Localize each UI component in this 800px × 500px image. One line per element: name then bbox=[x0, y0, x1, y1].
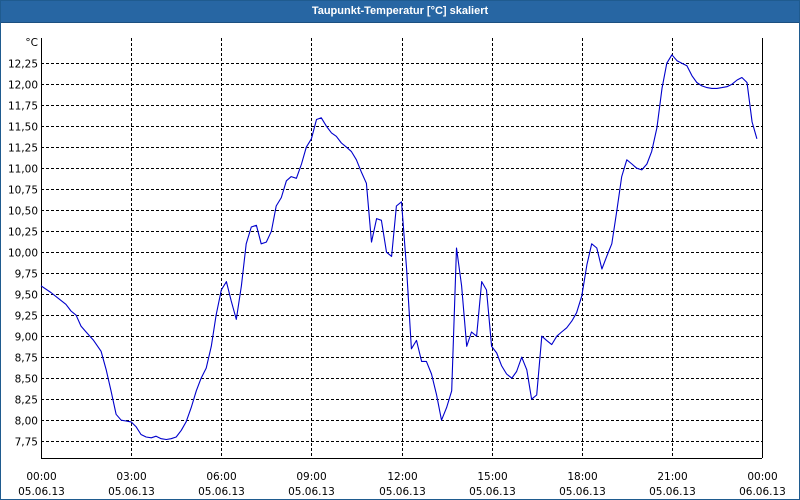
y-tick-label: 9,50 bbox=[15, 290, 38, 302]
y-tick-label: 7,75 bbox=[15, 437, 38, 449]
x-tick-date-label: 05.06.13 bbox=[198, 486, 245, 498]
title-bar bbox=[1, 1, 799, 23]
y-tick-label: 12,25 bbox=[8, 59, 38, 71]
y-tick-label: 11,25 bbox=[8, 143, 38, 155]
chart-title: Taupunkt-Temperatur [°C] skaliert bbox=[311, 5, 489, 17]
grid bbox=[41, 38, 762, 458]
y-tick-label: 9,00 bbox=[15, 332, 38, 344]
y-tick-label: 10,25 bbox=[8, 227, 38, 239]
series-group bbox=[40, 54, 758, 441]
y-tick-label: 8,75 bbox=[15, 353, 38, 365]
x-tick-time-label: 03:00 bbox=[116, 471, 146, 483]
y-tick-label: 10,75 bbox=[8, 185, 38, 197]
x-tick-time-label: 00:00 bbox=[26, 471, 56, 483]
y-tick-label: 8,50 bbox=[15, 374, 38, 386]
y-tick-label: 11,75 bbox=[8, 101, 38, 113]
x-tick-time-label: 12:00 bbox=[387, 471, 417, 483]
x-tick-time-label: 15:00 bbox=[477, 471, 507, 483]
y-tick-label: 9,25 bbox=[15, 311, 38, 323]
x-tick-date-label: 05.06.13 bbox=[649, 486, 696, 498]
y-axis-unit: °C bbox=[25, 37, 38, 49]
x-tick-date-label: 05.06.13 bbox=[18, 486, 65, 498]
plot-frame bbox=[41, 38, 763, 459]
y-tick-label: 9,75 bbox=[15, 269, 38, 281]
x-tick-time-label: 18:00 bbox=[567, 471, 597, 483]
x-tick-date-label: 05.06.13 bbox=[559, 486, 606, 498]
y-tick-label: 10,50 bbox=[8, 206, 38, 218]
y-tick-label: 12,00 bbox=[8, 80, 38, 92]
x-tick-date-label: 05.06.13 bbox=[469, 486, 516, 498]
series-line bbox=[40, 54, 758, 441]
x-tick-date-label: 05.06.13 bbox=[108, 486, 155, 498]
y-tick-label: 11,00 bbox=[8, 164, 38, 176]
y-tick-label: 11,50 bbox=[8, 122, 38, 134]
x-axis: 00:00 05.06.13 03:00 05.06.13 06:00 05.06.13 0… bbox=[18, 471, 786, 498]
x-tick-date-label: 06.06.13 bbox=[739, 486, 786, 498]
x-tick-time-label: 09:00 bbox=[296, 471, 326, 483]
y-tick-label: 8,00 bbox=[15, 416, 38, 428]
y-tick-label: 10,00 bbox=[8, 248, 38, 260]
x-tick-date-label: 05.06.13 bbox=[288, 486, 335, 498]
y-axis: 7,75 8,00 8,25 8,50 8,75 9,00 9,25 9,50 9,75 10,0… bbox=[8, 37, 38, 448]
x-tick-time-label: 06:00 bbox=[206, 471, 236, 483]
x-tick-time-label: 00:00 bbox=[747, 471, 777, 483]
y-tick-label: 8,25 bbox=[15, 395, 38, 407]
x-tick-time-label: 21:00 bbox=[657, 471, 687, 483]
x-tick-date-label: 05.06.13 bbox=[379, 486, 426, 498]
